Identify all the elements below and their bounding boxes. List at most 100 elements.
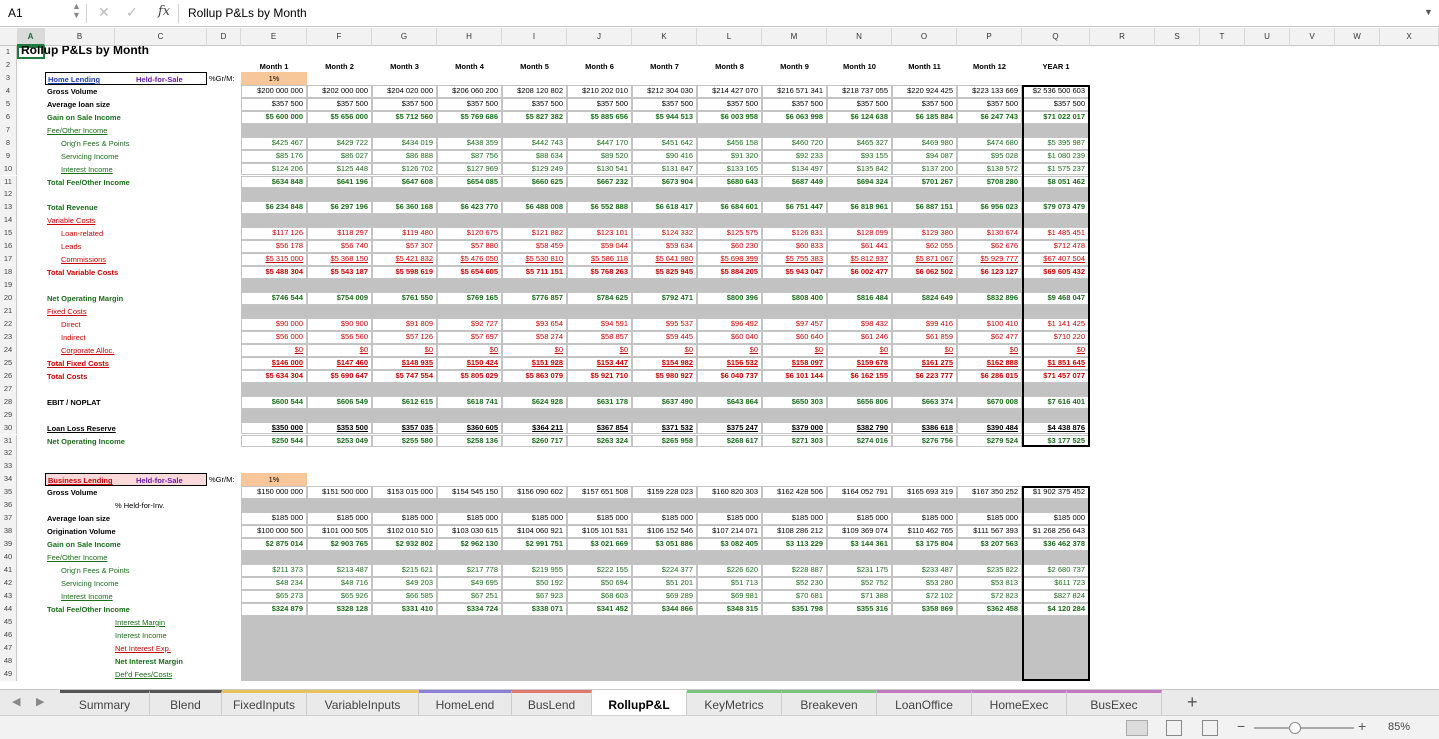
value-cell[interactable]: $206 060 200 bbox=[437, 84, 502, 98]
column-header-d[interactable]: D bbox=[207, 28, 241, 46]
value-cell[interactable]: $50 192 bbox=[502, 576, 567, 590]
value-cell[interactable]: $754 009 bbox=[307, 292, 372, 305]
value-cell[interactable]: $96 492 bbox=[697, 317, 762, 331]
value-cell[interactable]: $185 000 bbox=[1022, 512, 1090, 526]
value-cell[interactable]: $390 484 bbox=[957, 421, 1022, 435]
value-cell[interactable]: $701 267 bbox=[892, 175, 957, 189]
value-cell[interactable]: $57 126 bbox=[372, 330, 437, 344]
value-cell[interactable]: $1 575 237 bbox=[1022, 162, 1090, 176]
row-header[interactable]: 1 bbox=[0, 46, 17, 59]
row-header[interactable]: 27 bbox=[0, 382, 17, 396]
value-cell[interactable]: $158 097 bbox=[762, 356, 827, 370]
value-cell[interactable]: $217 778 bbox=[437, 564, 502, 577]
value-cell[interactable]: $5 711 151 bbox=[502, 266, 567, 280]
value-cell[interactable]: $338 071 bbox=[502, 602, 567, 616]
row-header[interactable]: 44 bbox=[0, 602, 17, 616]
value-cell[interactable]: $59 445 bbox=[632, 330, 697, 344]
value-cell[interactable]: $128 099 bbox=[827, 227, 892, 241]
row-header[interactable]: 3 bbox=[0, 71, 17, 85]
column-header-w[interactable]: W bbox=[1335, 28, 1380, 46]
value-cell[interactable]: $150 424 bbox=[437, 356, 502, 370]
value-cell[interactable]: $712 478 bbox=[1022, 240, 1090, 254]
value-cell[interactable]: $6 040 737 bbox=[697, 369, 762, 383]
value-cell[interactable]: $153 015 000 bbox=[372, 486, 437, 500]
value-cell[interactable]: $456 158 bbox=[697, 136, 762, 150]
value-cell[interactable]: $6 360 168 bbox=[372, 201, 437, 215]
value-cell[interactable]: $328 128 bbox=[307, 602, 372, 616]
value-cell[interactable]: $72 823 bbox=[957, 589, 1022, 603]
column-header-a[interactable]: A bbox=[17, 28, 45, 46]
value-cell[interactable]: $57 697 bbox=[437, 330, 502, 344]
value-cell[interactable]: $6 956 023 bbox=[957, 201, 1022, 215]
value-cell[interactable]: $52 752 bbox=[827, 576, 892, 590]
value-cell[interactable]: $1 080 239 bbox=[1022, 149, 1090, 163]
value-cell[interactable]: $5 586 118 bbox=[567, 253, 632, 267]
value-cell[interactable]: $5 929 777 bbox=[957, 253, 1022, 267]
sheet-tab-buslend[interactable]: BusLend bbox=[512, 690, 592, 716]
row-header[interactable]: 11 bbox=[0, 175, 17, 189]
value-cell[interactable]: $680 643 bbox=[697, 175, 762, 189]
value-cell[interactable]: $94 591 bbox=[567, 317, 632, 331]
column-header-n[interactable]: N bbox=[827, 28, 892, 46]
row-header[interactable]: 32 bbox=[0, 447, 17, 461]
value-cell[interactable]: $8 051 462 bbox=[1022, 175, 1090, 189]
value-cell[interactable]: $233 487 bbox=[892, 564, 957, 577]
value-cell[interactable]: $5 315 000 bbox=[241, 253, 307, 267]
value-cell[interactable]: $0 bbox=[241, 343, 307, 357]
value-cell[interactable]: $3 177 525 bbox=[1022, 434, 1090, 448]
value-cell[interactable]: $673 904 bbox=[632, 175, 697, 189]
value-cell[interactable]: $425 467 bbox=[241, 136, 307, 150]
value-cell[interactable]: $6 684 601 bbox=[697, 201, 762, 215]
row-header[interactable]: 41 bbox=[0, 564, 17, 577]
value-cell[interactable]: $69 981 bbox=[697, 589, 762, 603]
row-header[interactable]: 19 bbox=[0, 279, 17, 293]
value-cell[interactable]: $618 741 bbox=[437, 395, 502, 409]
selected-cell[interactable] bbox=[17, 46, 45, 59]
value-cell[interactable]: $51 201 bbox=[632, 576, 697, 590]
value-cell[interactable]: $99 416 bbox=[892, 317, 957, 331]
value-cell[interactable]: $5 368 150 bbox=[307, 253, 372, 267]
value-cell[interactable]: $100 000 500 bbox=[241, 525, 307, 539]
row-header[interactable]: 2 bbox=[0, 58, 17, 72]
value-cell[interactable]: $260 717 bbox=[502, 434, 567, 448]
row-header[interactable]: 47 bbox=[0, 641, 17, 655]
value-cell[interactable]: $255 580 bbox=[372, 434, 437, 448]
value-cell[interactable]: $357 500 bbox=[827, 97, 892, 111]
row-header[interactable]: 18 bbox=[0, 266, 17, 280]
column-header-v[interactable]: V bbox=[1290, 28, 1335, 46]
value-cell[interactable]: $2 932 802 bbox=[372, 538, 437, 552]
value-cell[interactable]: $119 480 bbox=[372, 227, 437, 241]
value-cell[interactable]: $258 136 bbox=[437, 434, 502, 448]
value-cell[interactable]: $265 958 bbox=[632, 434, 697, 448]
row-header[interactable]: 7 bbox=[0, 123, 17, 137]
value-cell[interactable]: $59 634 bbox=[632, 240, 697, 254]
value-cell[interactable]: $204 020 000 bbox=[372, 84, 437, 98]
value-cell[interactable]: $451 642 bbox=[632, 136, 697, 150]
row-header[interactable]: 6 bbox=[0, 110, 17, 124]
value-cell[interactable]: $654 085 bbox=[437, 175, 502, 189]
value-cell[interactable]: $185 000 bbox=[762, 512, 827, 526]
value-cell[interactable]: $120 675 bbox=[437, 227, 502, 241]
value-cell[interactable]: $0 bbox=[567, 343, 632, 357]
value-cell[interactable]: $611 723 bbox=[1022, 576, 1090, 590]
value-cell[interactable]: $3 144 361 bbox=[827, 538, 892, 552]
value-cell[interactable]: $69 605 432 bbox=[1022, 266, 1090, 280]
value-cell[interactable]: $2 536 500 603 bbox=[1022, 84, 1090, 98]
column-header-c[interactable]: C bbox=[115, 28, 207, 46]
value-cell[interactable]: $131 847 bbox=[632, 162, 697, 176]
value-cell[interactable]: $357 500 bbox=[502, 97, 567, 111]
row-header[interactable]: 48 bbox=[0, 654, 17, 668]
zoom-in-icon[interactable]: + bbox=[1358, 718, 1367, 734]
value-cell[interactable]: $210 202 010 bbox=[567, 84, 632, 98]
value-cell[interactable]: $5 634 304 bbox=[241, 369, 307, 383]
value-cell[interactable]: $159 678 bbox=[827, 356, 892, 370]
value-cell[interactable]: $235 822 bbox=[957, 564, 1022, 577]
value-cell[interactable]: $185 000 bbox=[892, 512, 957, 526]
value-cell[interactable]: $49 695 bbox=[437, 576, 502, 590]
value-cell[interactable]: $56 178 bbox=[241, 240, 307, 254]
value-cell[interactable]: $61 441 bbox=[827, 240, 892, 254]
zoom-out-icon[interactable]: − bbox=[1237, 718, 1246, 734]
value-cell[interactable]: $274 016 bbox=[827, 434, 892, 448]
value-cell[interactable]: $3 207 563 bbox=[957, 538, 1022, 552]
value-cell[interactable]: $95 028 bbox=[957, 149, 1022, 163]
